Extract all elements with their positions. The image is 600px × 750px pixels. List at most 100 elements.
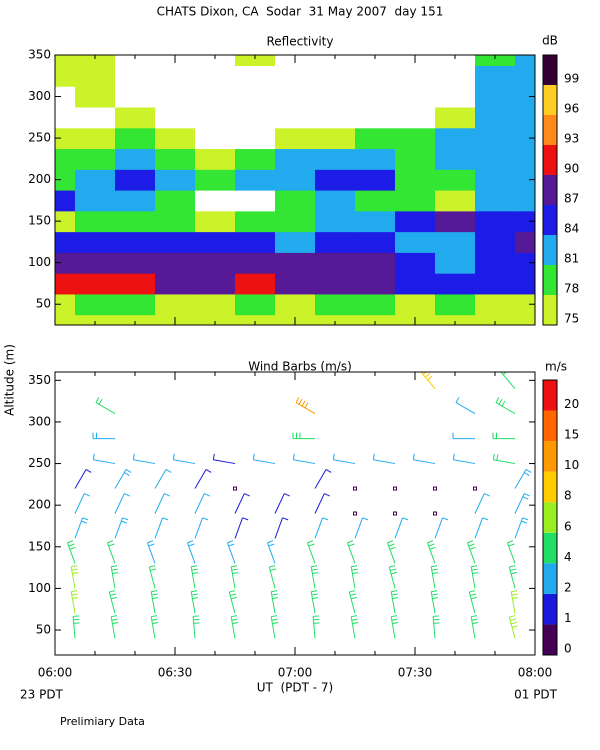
contour-cell (275, 106, 316, 129)
contour-cell (475, 190, 516, 212)
contour-cell (395, 210, 436, 233)
wind-barb (314, 469, 332, 489)
contour-cell (395, 86, 436, 108)
contour-cell (75, 190, 116, 212)
right-note: 01 PDT (514, 688, 558, 702)
contour-cell (75, 169, 116, 191)
colorbar-band (543, 265, 557, 295)
contour-cell (75, 65, 116, 87)
contour-cell (195, 148, 236, 170)
contour-cell (315, 55, 356, 66)
contour-cell (315, 231, 356, 253)
colorbar-label: 15 (564, 428, 579, 442)
contour-cell (315, 190, 356, 212)
colorbar-band (543, 55, 557, 85)
contour-cell (55, 293, 76, 316)
y-tick-label: 100 (28, 581, 51, 595)
wind-barb (212, 453, 236, 465)
calm-marker (393, 511, 397, 516)
colorbar-band (543, 295, 557, 325)
y-axis-label: Altitude (m) (3, 344, 17, 416)
contour-cell (395, 148, 436, 170)
contour-cell (155, 190, 196, 212)
contour-cell (115, 314, 156, 325)
calm-marker (233, 486, 237, 491)
wind-barb (150, 615, 159, 639)
wind-barb (194, 469, 212, 489)
contour-cell (195, 169, 236, 191)
contour-cell (115, 127, 156, 150)
contour-cell (155, 231, 196, 253)
wind-barb (452, 453, 476, 465)
wind-barb (492, 453, 516, 465)
colorbar-band (543, 563, 557, 594)
plot-area (67, 372, 532, 639)
wind-barb (350, 565, 359, 589)
contour-cell (235, 190, 276, 212)
wind-barb (474, 517, 489, 539)
colorbar-label: 10 (564, 458, 579, 472)
contour-cell (55, 231, 76, 253)
contour-cell (355, 314, 396, 325)
wind-barb (307, 540, 316, 564)
colorbar-band (543, 380, 557, 411)
wind-barb (292, 432, 315, 440)
contour-cell (115, 65, 156, 87)
wind-barb (154, 469, 172, 489)
wind-barb (332, 453, 356, 465)
colorbar-label: 2 (564, 580, 572, 594)
contour-cell (55, 127, 76, 150)
wind-barb (114, 517, 129, 539)
wind-barb (172, 453, 196, 465)
colorbar-band (543, 624, 557, 655)
colorbar-frame (542, 379, 558, 656)
wind-barb (147, 540, 156, 564)
wind-barb (252, 453, 276, 465)
contour-cell (235, 65, 276, 87)
wind-barb (227, 540, 236, 564)
colorbar-label: 0 (564, 642, 572, 656)
plot-frame (54, 371, 536, 656)
wind-barb (455, 397, 476, 415)
wind-barb (312, 615, 320, 639)
calm-marker (393, 486, 397, 491)
colorbar-unit: m/s (545, 360, 567, 374)
contour-cell (275, 252, 316, 274)
contour-cell (115, 148, 156, 170)
wind-barb (148, 565, 157, 589)
calm-marker (473, 486, 477, 491)
contour-cell (435, 169, 476, 191)
wind-barb (495, 397, 516, 415)
contour-cell (235, 148, 276, 170)
contour-cell (355, 293, 396, 316)
contour-cell (275, 127, 316, 150)
wind-barb (194, 517, 209, 539)
wind-barb (234, 517, 249, 539)
wind-barb (114, 493, 130, 514)
contour-cell (315, 127, 356, 150)
colorbar-label: 81 (564, 252, 579, 266)
wind-barb (500, 372, 516, 389)
contour-cell (395, 231, 436, 253)
contour-cell (355, 169, 396, 191)
wind-barb (387, 540, 396, 564)
contour-cell (75, 148, 116, 170)
contour-cell (395, 190, 436, 212)
wind-barb (74, 517, 89, 539)
contour-cell (275, 148, 316, 170)
contour-cell (395, 127, 436, 150)
contour-cell (515, 65, 535, 87)
contour-cell (435, 231, 476, 253)
y-tick-label: 150 (28, 539, 51, 553)
wind-barb (354, 517, 369, 539)
wind-barb (470, 615, 479, 639)
wind-barb (154, 493, 170, 514)
colorbar-label: 78 (564, 282, 579, 296)
contour-cell (515, 273, 535, 295)
contour-cell (515, 314, 535, 325)
contour-cell (515, 231, 535, 253)
contour-cell (75, 273, 116, 295)
wind-barb (274, 493, 290, 514)
contour-cell (115, 252, 156, 274)
wind-barb (347, 540, 356, 564)
